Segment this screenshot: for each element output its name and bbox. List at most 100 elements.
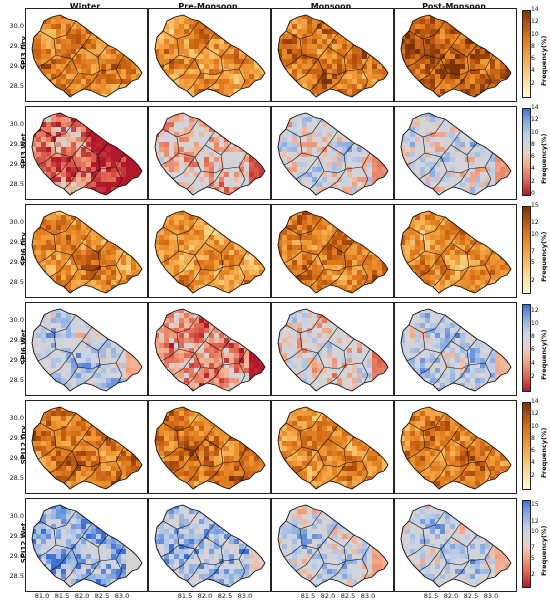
field-cell	[357, 182, 362, 187]
field-cell	[56, 162, 61, 167]
field-cell	[179, 74, 184, 79]
field-cell	[410, 9, 415, 14]
field-cell	[307, 9, 312, 14]
field-cell	[204, 192, 209, 195]
field-cell	[179, 113, 184, 117]
field-cell	[342, 29, 347, 34]
field-cell	[387, 162, 388, 167]
field-cell	[372, 187, 377, 192]
field-cell	[169, 54, 174, 59]
field-cell	[470, 15, 475, 19]
field-cell	[264, 94, 265, 97]
field-cell	[307, 39, 312, 44]
field-cell	[278, 192, 282, 195]
field-cell	[189, 137, 194, 142]
field-cell	[56, 225, 61, 230]
field-cell	[141, 172, 142, 177]
field-cell	[249, 187, 254, 192]
field-cell	[204, 215, 209, 220]
field-cell	[91, 15, 96, 19]
field-cell	[199, 240, 204, 245]
field-cell	[51, 260, 56, 265]
field-cell	[146, 69, 147, 74]
field-cell	[209, 192, 214, 195]
field-cell	[500, 54, 505, 59]
field-cell	[420, 127, 425, 132]
field-cell	[500, 34, 505, 39]
field-cell	[367, 187, 372, 192]
field-cell	[292, 69, 297, 74]
region-boundary	[154, 14, 266, 98]
field-cell	[372, 157, 377, 162]
field-cell	[66, 230, 71, 235]
field-cell	[249, 79, 254, 84]
field-cell	[131, 39, 136, 44]
field-cell	[460, 107, 465, 112]
field-cell	[179, 152, 184, 157]
field-cell	[101, 64, 106, 69]
field-cell	[169, 84, 174, 89]
field-cell	[367, 44, 372, 49]
field-cell	[146, 260, 147, 265]
field-cell	[269, 220, 270, 225]
field-cell	[155, 89, 159, 94]
field-cell	[435, 39, 440, 44]
field-cell	[347, 205, 352, 210]
field-cell	[510, 64, 511, 69]
field-cell	[131, 54, 136, 59]
field-cell	[287, 9, 292, 14]
field-cell	[184, 275, 189, 280]
field-cell	[81, 205, 86, 210]
field-cell	[41, 127, 46, 132]
field-cell	[415, 132, 420, 137]
field-cell	[234, 295, 239, 297]
field-cell	[405, 15, 410, 19]
field-cell	[505, 152, 510, 157]
field-cell	[26, 29, 31, 34]
field-cell	[66, 265, 71, 270]
field-cell	[415, 24, 420, 29]
field-cell	[515, 84, 516, 89]
colorbar	[522, 10, 531, 98]
field-cell	[480, 127, 485, 132]
field-cell	[352, 54, 357, 59]
field-cell	[136, 113, 141, 117]
field-cell	[116, 245, 121, 250]
field-cell	[111, 107, 116, 112]
field-cell	[36, 9, 41, 14]
field-cell	[510, 137, 511, 142]
field-cell	[347, 211, 352, 215]
field-cell	[249, 162, 254, 167]
field-cell	[214, 69, 219, 74]
field-cell	[141, 147, 142, 152]
field-cell	[111, 215, 116, 220]
field-cell	[136, 49, 141, 54]
field-cell	[214, 182, 219, 187]
field-cell	[259, 172, 264, 177]
field-cell	[392, 177, 393, 182]
field-cell	[214, 167, 219, 172]
field-cell	[372, 15, 377, 19]
field-cell	[204, 84, 209, 89]
field-cell	[278, 215, 282, 220]
field-cell	[51, 192, 56, 195]
field-cell	[322, 54, 327, 59]
field-cell	[382, 192, 387, 195]
field-cell	[420, 147, 425, 152]
field-cell	[234, 225, 239, 230]
field-cell	[174, 122, 179, 127]
colorbar-tick-label: 2	[531, 79, 535, 87]
field-cell	[149, 49, 154, 54]
field-cell	[297, 24, 302, 29]
field-cell	[136, 187, 141, 192]
field-cell	[269, 225, 270, 230]
field-cell	[184, 94, 189, 97]
field-cell	[155, 122, 159, 127]
field-cell	[51, 9, 56, 14]
field-cell	[264, 132, 265, 137]
field-cell	[131, 84, 136, 89]
field-cell	[362, 122, 367, 127]
field-cell	[435, 89, 440, 94]
district-boundary	[186, 58, 202, 92]
field-cell	[91, 295, 96, 297]
